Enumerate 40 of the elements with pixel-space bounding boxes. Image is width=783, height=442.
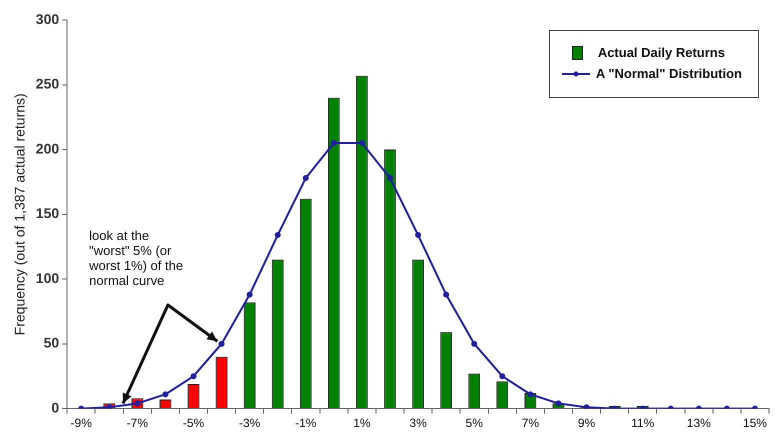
annotation: look at the "worst" 5% (or worst 1%) of the normal curve (88, 228, 184, 288)
y-tick-label: 250 (36, 76, 60, 92)
x-tick-label: -3% (238, 416, 261, 430)
x-tick-label: 13% (686, 416, 712, 430)
point (499, 373, 506, 380)
point (443, 292, 450, 298)
x-tick-label: 15% (742, 416, 768, 430)
point (415, 232, 422, 238)
x-tick-label: -9% (70, 416, 92, 430)
y-tick-label: 100 (36, 270, 60, 286)
y-tick-label: 0 (51, 399, 60, 416)
x-tick-label: 11% (631, 416, 655, 430)
point (330, 140, 337, 146)
point (584, 404, 590, 409)
point (555, 400, 562, 406)
point (274, 232, 281, 238)
y-tick-label: 200 (36, 140, 60, 156)
y-axis-title: Frequency (out of 1,387 actual returns) (11, 93, 28, 336)
point (358, 140, 365, 146)
x-tick-label: 5% (466, 416, 484, 430)
point (218, 340, 225, 347)
y-tick-label: 150 (36, 205, 60, 222)
y-tick-label: 300 (36, 10, 60, 27)
x-tick-label: -5% (182, 416, 204, 430)
x-tick-label: 7% (522, 416, 540, 430)
x-tick-label: 3% (409, 416, 428, 430)
point (246, 292, 253, 298)
legend-label: Actual Daily Returns (598, 45, 725, 60)
point (162, 391, 168, 398)
x-tick-label: -7% (126, 416, 148, 430)
point (190, 373, 196, 380)
x-tick-label: 1% (353, 416, 371, 430)
point (527, 391, 534, 398)
point (302, 175, 309, 182)
y-tick-label: 50 (44, 334, 60, 351)
x-tick-label: 9% (578, 416, 596, 430)
point (471, 340, 478, 347)
point (387, 175, 394, 182)
legend-label: A "Normal" Distribution (596, 66, 742, 81)
x-tick-label: -1% (295, 416, 317, 430)
